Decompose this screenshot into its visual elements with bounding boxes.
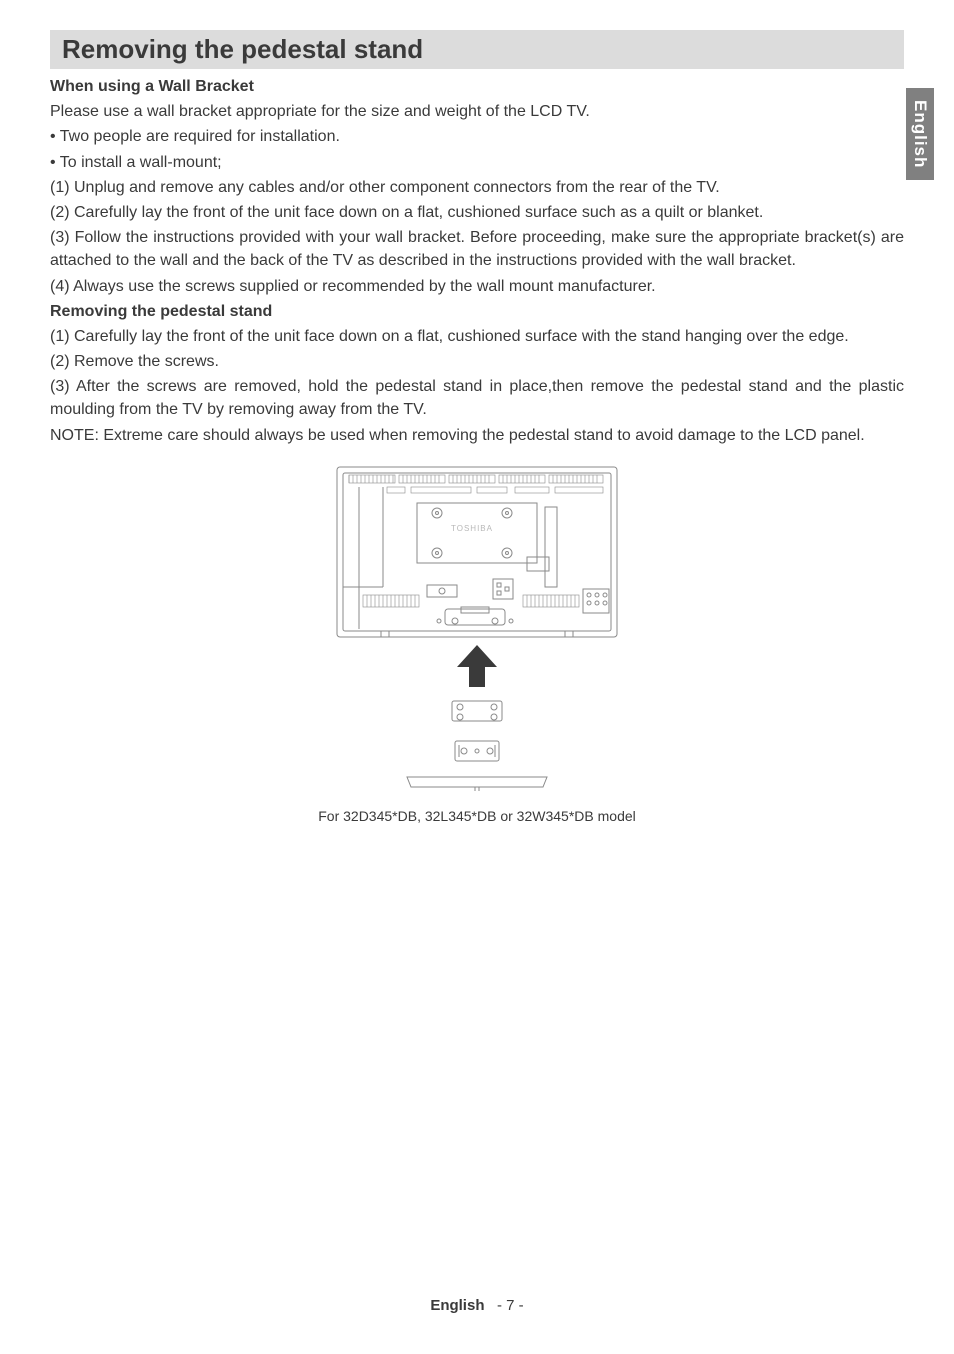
section-title: Removing the pedestal stand [62, 34, 892, 65]
intro-text: Please use a wall bracket appropriate fo… [50, 100, 904, 123]
brand-label: TOSHIBA [451, 524, 493, 533]
bullet-2: • To install a wall-mount; [50, 151, 904, 174]
tv-back-diagram: TOSHIBA [327, 457, 627, 797]
up-arrow-icon [457, 645, 497, 687]
diagram-caption: For 32D345*DB, 32L345*DB or 32W345*DB mo… [50, 808, 904, 824]
subheading-wall-bracket: When using a Wall Bracket [50, 75, 904, 98]
footer-page-number: - 7 - [497, 1297, 524, 1314]
note-text: NOTE: Extreme care should always be used… [50, 424, 904, 447]
bullet-1: • Two people are required for installati… [50, 125, 904, 148]
diagram-container: TOSHIBA [50, 457, 904, 824]
step2-3: (3) After the screws are removed, hold t… [50, 375, 904, 421]
footer-language: English [430, 1297, 484, 1314]
section-title-bar: Removing the pedestal stand [50, 30, 904, 69]
step-1: (1) Unplug and remove any cables and/or … [50, 176, 904, 199]
step2-2: (2) Remove the screws. [50, 350, 904, 373]
step2-1: (1) Carefully lay the front of the unit … [50, 325, 904, 348]
step-4: (4) Always use the screws supplied or re… [50, 275, 904, 298]
language-tab: English [906, 88, 934, 180]
step-2: (2) Carefully lay the front of the unit … [50, 201, 904, 224]
page-footer: English - 7 - [0, 1297, 954, 1314]
step-3: (3) Follow the instructions provided wit… [50, 226, 904, 272]
subheading-remove-stand: Removing the pedestal stand [50, 300, 904, 323]
